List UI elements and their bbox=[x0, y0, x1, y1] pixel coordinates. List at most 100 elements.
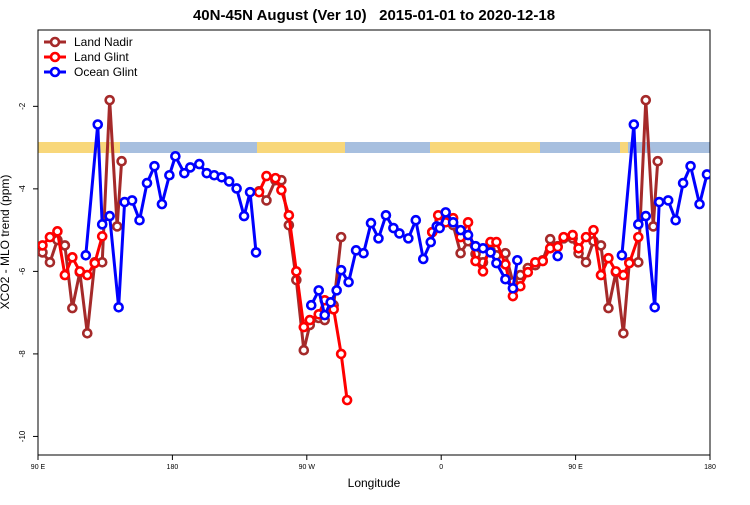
point bbox=[417, 253, 429, 265]
x-tick-label: 180 bbox=[704, 464, 716, 471]
x-tick-label: 90 E bbox=[568, 464, 583, 471]
point bbox=[44, 231, 56, 243]
point bbox=[455, 224, 466, 236]
point bbox=[618, 269, 629, 281]
legend-label: Ocean Glint bbox=[74, 65, 138, 79]
point bbox=[649, 301, 661, 313]
point bbox=[179, 167, 190, 179]
point bbox=[552, 241, 563, 253]
point bbox=[305, 299, 317, 311]
legend-marker bbox=[49, 51, 61, 63]
point bbox=[522, 266, 534, 278]
point bbox=[618, 327, 629, 339]
y-tick-label: -4 bbox=[18, 185, 27, 193]
land-band bbox=[430, 142, 540, 153]
point bbox=[96, 231, 108, 242]
point bbox=[291, 266, 302, 277]
point bbox=[365, 217, 377, 229]
point bbox=[270, 172, 281, 184]
point bbox=[455, 247, 466, 259]
y-tick-label: -6 bbox=[18, 267, 27, 275]
point bbox=[652, 155, 664, 167]
point bbox=[616, 249, 628, 261]
point bbox=[507, 283, 519, 294]
land-ocean-band bbox=[38, 142, 710, 153]
point bbox=[380, 209, 392, 221]
point bbox=[677, 177, 689, 189]
point bbox=[335, 348, 347, 360]
x-tick-label: 180 bbox=[167, 464, 179, 471]
point bbox=[447, 216, 459, 228]
point bbox=[134, 214, 145, 226]
point bbox=[640, 94, 652, 106]
point bbox=[104, 94, 115, 106]
land-band bbox=[257, 142, 345, 153]
point bbox=[325, 297, 336, 308]
point bbox=[244, 186, 256, 198]
point bbox=[126, 195, 138, 206]
point bbox=[434, 222, 446, 234]
point bbox=[343, 276, 354, 288]
y-tick-label: -10 bbox=[18, 430, 27, 442]
point bbox=[52, 226, 63, 237]
point bbox=[491, 257, 502, 269]
point bbox=[149, 160, 160, 172]
point bbox=[335, 264, 347, 276]
point bbox=[470, 255, 481, 267]
point bbox=[44, 257, 56, 268]
land-band bbox=[38, 142, 120, 153]
series-group bbox=[38, 94, 664, 356]
point bbox=[685, 160, 696, 172]
x-tick-label: 0 bbox=[439, 464, 443, 471]
point bbox=[694, 198, 705, 210]
point bbox=[170, 150, 181, 162]
point bbox=[633, 257, 644, 268]
legend-marker bbox=[49, 66, 61, 78]
point bbox=[573, 242, 584, 254]
point bbox=[462, 229, 474, 241]
y-tick-label: -2 bbox=[18, 102, 27, 110]
point bbox=[624, 257, 635, 269]
point bbox=[670, 214, 681, 226]
legend-label: Land Glint bbox=[74, 50, 129, 64]
point bbox=[250, 247, 262, 258]
point bbox=[261, 195, 272, 206]
point bbox=[59, 240, 71, 251]
legend-marker bbox=[49, 36, 61, 48]
point bbox=[223, 176, 235, 187]
point bbox=[440, 207, 451, 218]
point bbox=[238, 210, 250, 222]
point bbox=[298, 344, 310, 356]
point bbox=[81, 327, 93, 339]
point bbox=[313, 285, 325, 296]
point bbox=[373, 233, 384, 244]
point bbox=[403, 233, 414, 244]
point bbox=[425, 236, 437, 248]
point bbox=[38, 240, 48, 251]
legend-label: Land Nadir bbox=[74, 35, 133, 49]
point bbox=[319, 309, 331, 321]
point bbox=[477, 266, 489, 277]
point bbox=[80, 249, 92, 261]
point bbox=[633, 231, 644, 243]
point bbox=[92, 119, 104, 130]
point bbox=[331, 285, 342, 296]
point bbox=[500, 259, 511, 270]
point bbox=[512, 254, 523, 266]
point bbox=[410, 214, 422, 226]
series-group bbox=[80, 119, 710, 321]
point bbox=[304, 314, 316, 326]
point bbox=[81, 269, 93, 281]
x-tick-label: 90 W bbox=[299, 464, 316, 471]
point bbox=[185, 162, 196, 173]
point bbox=[116, 155, 127, 167]
point bbox=[394, 228, 405, 239]
point bbox=[341, 394, 353, 406]
chart-title: 40N-45N August (Ver 10) 2015-01-01 to 20… bbox=[193, 7, 555, 24]
point bbox=[580, 231, 592, 243]
point bbox=[283, 209, 295, 221]
point bbox=[701, 169, 710, 180]
point bbox=[662, 195, 674, 206]
point bbox=[603, 302, 614, 314]
plot-frame bbox=[37, 29, 711, 456]
